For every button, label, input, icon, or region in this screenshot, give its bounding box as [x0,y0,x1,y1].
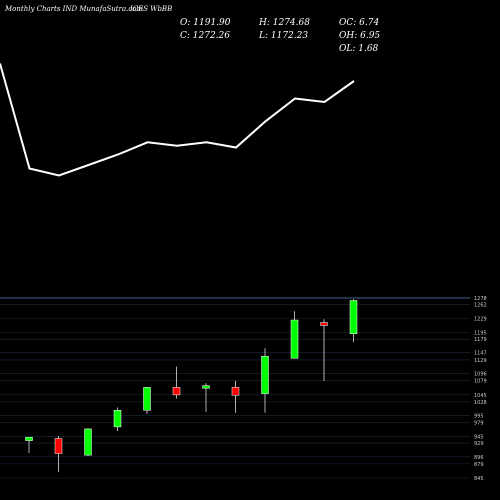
y-tick-label: 995 [474,414,484,420]
y-tick-label: 1278 [474,296,487,302]
ol-value: OL: 1.68 [339,44,379,54]
y-tick-label: 1262 [474,303,487,309]
candle-body [349,300,358,335]
y-tick-label: 1195 [474,331,487,337]
y-tick-label: 945 [474,434,484,440]
y-tick-label: 1179 [474,337,487,343]
y-tick-label: 845 [474,476,484,482]
candle [349,299,358,343]
candle [113,407,122,432]
candle-body [290,319,299,359]
y-tick-label: 1045 [474,393,487,399]
candle [54,436,63,473]
y-tick-label: 1229 [474,316,487,322]
candle [290,311,299,359]
y-tick-label: 879 [474,462,484,468]
oh-value: OH: 6.95 [339,31,380,41]
header-title: Monthly Charts IND MunafaSutra.com [4,5,143,13]
candle-body [143,387,151,411]
price-line-overlay [0,63,355,177]
y-tick-label: 1129 [474,358,487,364]
candle-body [320,322,328,326]
y-tick-label: 896 [474,455,484,461]
candle [172,366,181,399]
y-tick-label: 1147 [474,350,487,356]
oc-value: OC: 6.74 [339,18,379,28]
candle-body [202,385,210,389]
candles [25,299,358,473]
candle [202,383,210,412]
high-value: H: 1274.68 [258,18,310,28]
y-tick-label: 1096 [474,372,487,378]
y-tick-label: 979 [474,420,484,426]
candle [143,387,151,414]
y-tick-label: 929 [474,441,484,447]
candle [231,380,240,413]
candle-body [54,438,63,454]
candle-body [261,355,269,394]
price-grid [0,297,470,479]
y-tick-label: 1028 [474,400,487,406]
candle-body [172,387,181,396]
candle-body [84,428,92,456]
candle-body [25,437,33,441]
header-symbol: ICES WbBB [129,5,172,13]
open-value: O: 1191.90 [180,18,231,28]
candle [84,428,92,456]
y-tick-label: 1079 [474,379,487,385]
close-value: C: 1272.26 [180,31,230,41]
candle-body [231,387,240,396]
candle [320,319,328,382]
low-value: L: 1172.23 [258,31,308,41]
candle-body [113,409,122,428]
candle [25,437,33,454]
candle [261,348,269,413]
